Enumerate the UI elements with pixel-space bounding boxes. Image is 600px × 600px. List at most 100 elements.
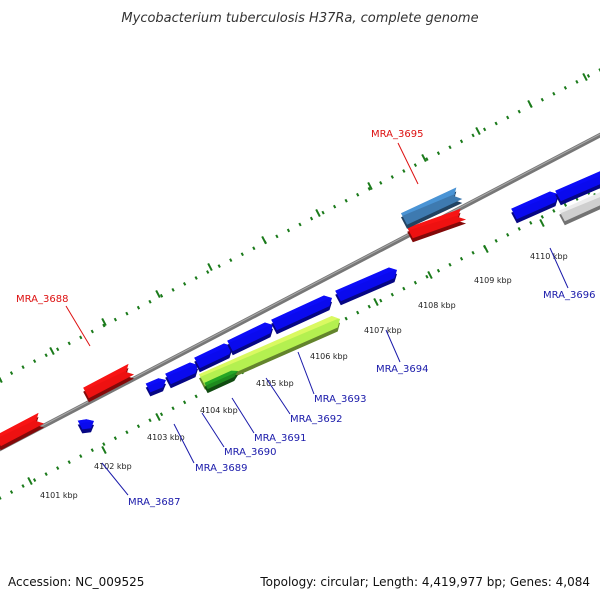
gene-arrow-dark[interactable] bbox=[204, 370, 238, 394]
gene-arrow-mra-3695-reverse[interactable] bbox=[407, 208, 467, 243]
minor-tick bbox=[194, 276, 198, 280]
major-tick bbox=[315, 208, 321, 218]
minor-tick bbox=[148, 418, 152, 423]
minor-tick bbox=[379, 298, 383, 303]
tick-labels: 4101 kbp 4102 kbp 4103 kbp 4104 kbp 4105 kbp… bbox=[40, 252, 568, 500]
gene-label-mra-3688[interactable]: MRA_3688 bbox=[16, 294, 68, 305]
minor-tick bbox=[321, 210, 325, 215]
leader-line-mra-3689 bbox=[173, 423, 195, 464]
gene-arrow-mra-3687[interactable] bbox=[77, 419, 94, 434]
gene-labels: MRA_3687 MRA_3688 MRA_3689 MRA_3690 MRA_3691… bbox=[16, 129, 595, 508]
minor-tick bbox=[494, 238, 498, 243]
minor-tick bbox=[482, 127, 487, 132]
gene-arrow-mra-3695[interactable] bbox=[401, 187, 463, 229]
minor-tick bbox=[171, 287, 175, 292]
gene-arrow[interactable] bbox=[555, 170, 600, 206]
major-tick bbox=[207, 262, 213, 272]
gene-label-mra-3691[interactable]: MRA_3691 bbox=[254, 433, 306, 444]
minor-tick bbox=[459, 139, 464, 144]
gene-arrow-mra-3696[interactable] bbox=[511, 191, 558, 224]
gene-label-mra-3696[interactable]: MRA_3696 bbox=[543, 290, 595, 301]
minor-tick bbox=[56, 466, 60, 470]
gene-arrow-mra-3689[interactable] bbox=[145, 378, 166, 397]
minor-tick bbox=[79, 454, 83, 459]
minor-tick bbox=[379, 181, 383, 185]
major-tick bbox=[421, 153, 427, 163]
major-tick bbox=[475, 126, 481, 136]
minor-tick bbox=[517, 109, 521, 114]
minor-tick bbox=[32, 478, 37, 482]
minor-tick bbox=[229, 258, 233, 263]
gene-label-mra-3692[interactable]: MRA_3692 bbox=[290, 414, 342, 425]
minor-tick bbox=[136, 305, 141, 310]
tick-label: 4106 kbp bbox=[310, 352, 348, 361]
minor-tick bbox=[44, 353, 48, 358]
gene-label-mra-3693[interactable]: MRA_3693 bbox=[314, 394, 366, 405]
minor-tick bbox=[390, 175, 394, 179]
minor-tick bbox=[552, 91, 556, 96]
minor-tick bbox=[506, 115, 510, 120]
minor-tick bbox=[125, 311, 129, 316]
minor-tick bbox=[90, 448, 94, 453]
major-tick bbox=[49, 346, 55, 356]
major-tick bbox=[155, 289, 161, 299]
minor-tick bbox=[344, 316, 348, 321]
gene-arrow-mra-3688[interactable] bbox=[83, 363, 135, 403]
minor-tick bbox=[436, 268, 441, 273]
minor-tick bbox=[413, 163, 418, 167]
leader-line-mra-3693 bbox=[297, 351, 315, 395]
major-tick bbox=[101, 445, 107, 455]
gene-arrow-mra-3692[interactable] bbox=[227, 322, 273, 356]
gene-label-mra-3689[interactable]: MRA_3689 bbox=[195, 463, 247, 474]
minor-tick bbox=[275, 234, 279, 239]
minor-tick bbox=[159, 412, 164, 417]
gene-label-mra-3687[interactable]: MRA_3687 bbox=[128, 497, 180, 508]
minor-tick bbox=[182, 282, 187, 286]
minor-tick bbox=[136, 424, 141, 429]
tick-label: 4110 kbp bbox=[530, 252, 568, 261]
minor-tick bbox=[390, 292, 394, 297]
minor-tick bbox=[402, 169, 406, 173]
gene-label-mra-3690[interactable]: MRA_3690 bbox=[224, 447, 276, 458]
minor-tick bbox=[552, 209, 556, 213]
major-tick bbox=[427, 270, 433, 280]
minor-tick bbox=[298, 222, 302, 227]
minor-tick bbox=[413, 280, 418, 285]
major-tick bbox=[101, 317, 107, 327]
minor-tick bbox=[125, 430, 129, 435]
leader-line-mra-3692 bbox=[265, 377, 291, 415]
gene-arrow-grey[interactable] bbox=[559, 191, 600, 226]
tick-label: 4101 kbp bbox=[40, 491, 78, 500]
minor-tick bbox=[113, 317, 118, 322]
minor-tick bbox=[575, 80, 579, 84]
major-tick bbox=[483, 244, 489, 254]
minor-tick bbox=[102, 442, 106, 447]
minor-tick bbox=[286, 228, 291, 233]
minor-tick bbox=[402, 286, 406, 291]
map-title: Mycobacterium tuberculosis H37Ra, comple… bbox=[121, 11, 478, 26]
leader-line-mra-3688 bbox=[65, 305, 91, 347]
tick-label: 4102 kbp bbox=[94, 462, 132, 471]
minor-tick bbox=[9, 371, 14, 375]
minor-tick bbox=[194, 394, 198, 399]
gene-arrow-mra-3690[interactable] bbox=[165, 362, 198, 389]
gene-label-mra-3695[interactable]: MRA_3695 bbox=[371, 129, 423, 140]
gene-label-mra-3694[interactable]: MRA_3694 bbox=[376, 364, 428, 375]
tick-label: 4109 kbp bbox=[474, 276, 512, 285]
gene-arrow-mra-3691[interactable] bbox=[194, 343, 232, 373]
backbone-line bbox=[0, 132, 600, 452]
minor-tick bbox=[217, 264, 221, 268]
accession-text: Accession: NC_009525 bbox=[8, 575, 144, 589]
minor-tick bbox=[9, 490, 14, 494]
leader-line-mra-3691 bbox=[231, 397, 255, 434]
minor-tick bbox=[171, 406, 175, 411]
leader-line-mra-3695 bbox=[397, 142, 419, 185]
gene-arrow-mra-3693[interactable] bbox=[271, 295, 332, 335]
minor-tick bbox=[563, 203, 568, 207]
outer-tick-track bbox=[0, 68, 600, 384]
minor-tick bbox=[448, 262, 452, 267]
gene-arrow-mra-3694[interactable] bbox=[335, 267, 397, 306]
gene-arrow[interactable] bbox=[0, 412, 45, 451]
minor-tick bbox=[0, 496, 2, 500]
